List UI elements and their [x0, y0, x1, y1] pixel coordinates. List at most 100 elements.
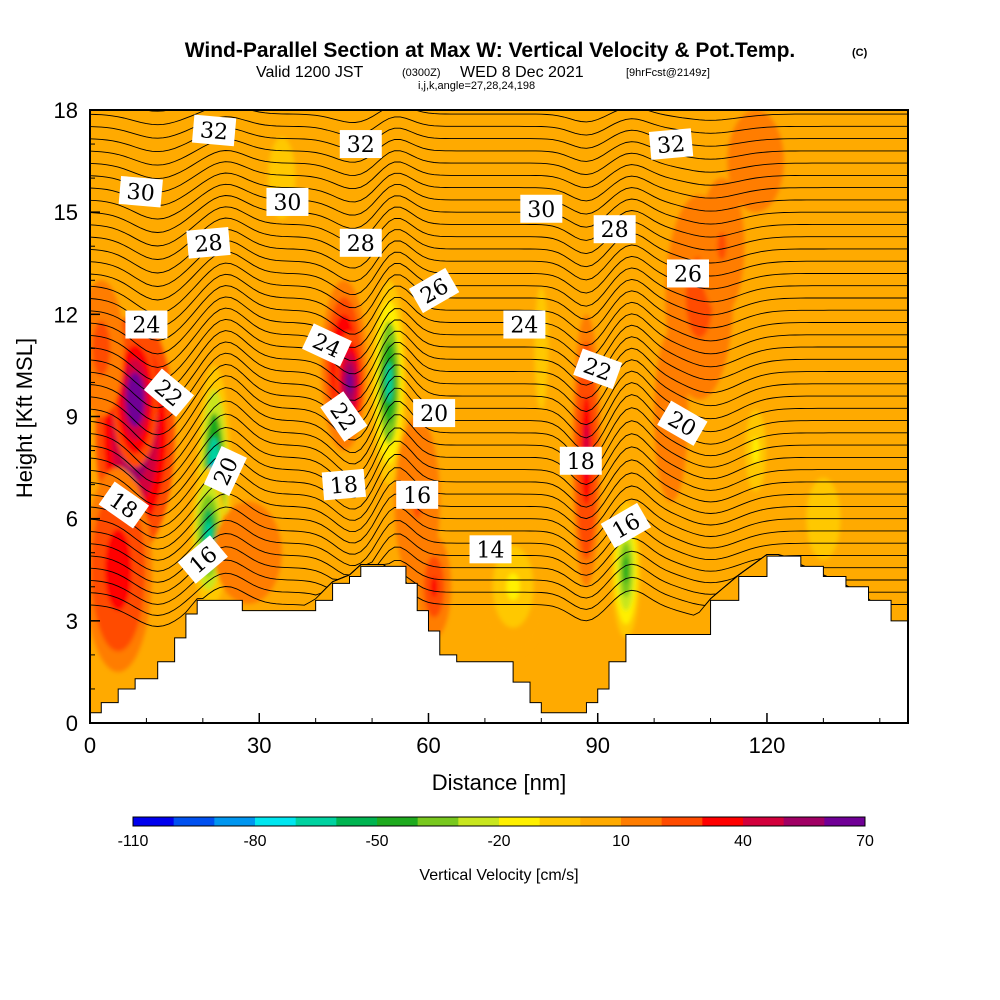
isentrope-22 [90, 307, 908, 368]
velocity-cell-17-band-4 [506, 573, 520, 601]
x-tick-label: 30 [247, 733, 271, 758]
forecast-info: [9hrFcst@2149z] [626, 67, 710, 79]
colorbar-tick-label: -80 [243, 833, 266, 850]
contour-label-32: 32 [339, 130, 382, 159]
isentrope-35 [90, 161, 908, 193]
y-tick-label: 9 [66, 405, 78, 430]
contour-label-text: 32 [199, 118, 229, 145]
valid-date: WED 8 Dec 2021 [460, 64, 584, 81]
colorbar-swatch [133, 817, 175, 826]
contour-label-text: 24 [510, 314, 538, 339]
contour-label-20: 20 [413, 399, 456, 428]
x-tick-label: 90 [585, 733, 609, 758]
isentrope-34 [90, 172, 908, 207]
colorbar-tick-label: 40 [734, 833, 752, 850]
colorbar-tick-label: -110 [118, 833, 149, 850]
isentrope-40 [90, 110, 908, 126]
chart-title: Wind-Parallel Section at Max W: Vertical… [185, 39, 796, 62]
x-tick-label: 60 [416, 733, 440, 758]
contour-label-text: 14 [477, 538, 505, 563]
contour-label-28: 28 [339, 228, 382, 257]
colorbar-swatch [336, 817, 378, 826]
colorbar-tick-label: 70 [856, 833, 874, 850]
x-axis-label: Distance [nm] [432, 770, 567, 795]
y-axis: 0 3 6 9 12 15 18 [54, 98, 100, 736]
isentrope-12 [90, 426, 908, 495]
velocity-cell-6-band-4 [241, 542, 255, 563]
isentrope-31 [90, 206, 908, 247]
isentrope-30 [90, 217, 908, 260]
contour-label-box [396, 480, 439, 509]
contour-label-box [125, 310, 168, 339]
contour-label-28: 28 [186, 227, 231, 259]
isentrope-16 [90, 375, 908, 449]
isentrope-18 [90, 352, 908, 422]
contour-label-text: 18 [329, 472, 359, 499]
contour-label-box [413, 399, 456, 428]
contour-label-24: 24 [301, 323, 352, 367]
contour-label-28: 28 [593, 215, 636, 244]
colorbar-swatch [499, 817, 541, 826]
isentrope-15 [90, 387, 908, 462]
isentrope-11 [90, 440, 908, 506]
y-tick-label: 6 [66, 507, 78, 532]
contour-label-text: 32 [656, 132, 686, 159]
colorbar: -110 -80 -50 -20 10 40 70 [118, 816, 874, 850]
velocity-cell-2-band-4 [111, 549, 125, 591]
isentrope-21 [90, 318, 908, 382]
colorbar-swatch [783, 817, 825, 826]
contour-label-box [191, 114, 237, 147]
contour-label-26: 26 [666, 259, 709, 288]
colorbar-swatch [743, 817, 785, 826]
contour-label-box [503, 310, 546, 339]
valid-utc: (0300Z) [402, 67, 441, 79]
contour-label-box [573, 348, 623, 390]
contour-label-text: 16 [403, 484, 431, 509]
colorbar-swatch [580, 817, 622, 826]
velocity-cell-8-band-4 [346, 372, 353, 393]
contour-label-text: 32 [347, 133, 375, 158]
contour-label-text: 28 [601, 218, 629, 243]
contour-label-box [177, 535, 228, 584]
terrain-mask [90, 555, 908, 723]
contour-label-24: 24 [503, 310, 546, 339]
colorbar-swatch [255, 817, 297, 826]
contour-label-box [600, 502, 652, 549]
contour-label-box [301, 323, 352, 367]
isentrope-14 [90, 400, 908, 473]
colorbar-swatch [661, 817, 703, 826]
contour-label-16: 16 [396, 480, 439, 509]
isentrope-32 [90, 195, 908, 233]
y-tick-label: 18 [54, 98, 78, 123]
contour-label-box [648, 128, 694, 160]
contour-label-box [559, 446, 602, 475]
contour-label-text: 30 [273, 191, 301, 216]
contour-label-text: 26 [674, 262, 702, 287]
colorbar-swatch [295, 817, 337, 826]
copyright-mark: (C) [852, 47, 868, 59]
y-tick-label: 15 [54, 200, 78, 225]
x-axis: 0 30 60 90 120 [84, 713, 881, 758]
colorbar-swatch [377, 817, 419, 826]
contour-label-24: 24 [125, 310, 168, 339]
colorbar-swatch [621, 817, 663, 826]
contour-label-30: 30 [266, 187, 309, 216]
contour-label-box [408, 267, 460, 314]
x-tick-label: 120 [749, 733, 786, 758]
isentrope-24 [90, 285, 908, 341]
colorbar-swatch [214, 817, 256, 826]
colorbar-swatch [173, 817, 215, 826]
contour-label-box [339, 228, 382, 257]
x-tick-label: 0 [84, 733, 96, 758]
y-tick-label: 0 [66, 711, 78, 736]
contour-label-box [98, 481, 150, 529]
contour-label-box [186, 227, 231, 259]
contour-label-32: 32 [648, 128, 694, 160]
isentrope-20 [90, 330, 908, 395]
contour-label-box [666, 259, 709, 288]
velocity-cell-20-band-4 [277, 164, 287, 192]
velocity-cell-15-band-4 [717, 232, 727, 260]
isentrope-25 [90, 273, 908, 328]
contour-label-text: 18 [567, 450, 595, 475]
